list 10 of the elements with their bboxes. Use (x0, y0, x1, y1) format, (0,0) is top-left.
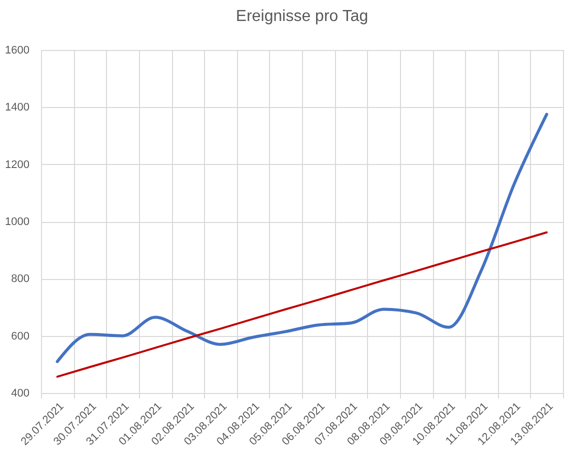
y-tick-label: 400 (11, 388, 30, 400)
chart-title: Ereignisse pro Tag (236, 8, 368, 25)
line-series (56, 112, 548, 364)
y-tick-label: 1400 (5, 102, 30, 114)
y-tick-label: 600 (11, 330, 30, 342)
y-tick-label: 1000 (5, 216, 30, 228)
y-tick-label: 800 (11, 273, 30, 286)
line-series (56, 231, 548, 378)
y-tick-label: 1200 (5, 158, 30, 171)
y-tick-label: 1600 (5, 44, 30, 56)
